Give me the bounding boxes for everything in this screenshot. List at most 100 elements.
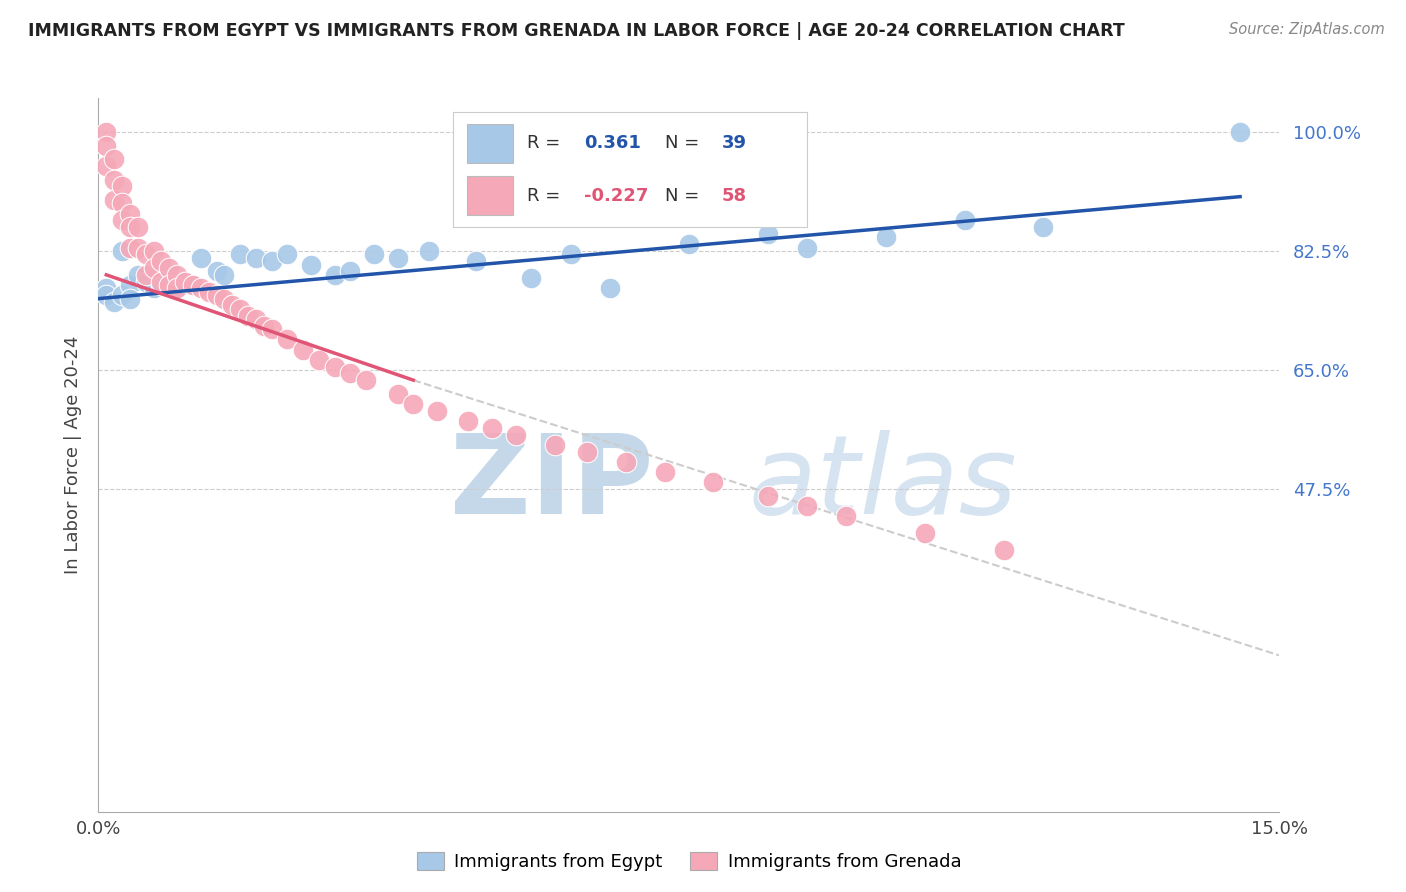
Point <box>190 281 212 295</box>
Point <box>118 220 141 235</box>
Point <box>135 268 157 282</box>
Point <box>953 213 976 227</box>
Point <box>678 237 700 252</box>
Point <box>174 275 197 289</box>
Point <box>96 125 118 139</box>
Point <box>426 403 449 417</box>
Point <box>157 278 180 293</box>
Point <box>702 475 724 489</box>
Point <box>103 153 125 167</box>
Point <box>127 241 149 255</box>
Point <box>111 213 134 227</box>
Point <box>457 414 479 428</box>
Point <box>276 247 298 261</box>
Point <box>1032 220 1054 235</box>
Point <box>575 444 598 458</box>
Point <box>875 230 897 244</box>
Point <box>796 241 818 255</box>
Point <box>245 312 267 326</box>
Point <box>96 281 118 295</box>
Point <box>260 254 283 268</box>
Point <box>96 138 118 153</box>
Point <box>174 275 197 289</box>
Point <box>111 196 134 211</box>
Point <box>181 278 204 293</box>
Point <box>481 421 503 435</box>
Point <box>796 499 818 513</box>
Point <box>142 260 165 275</box>
Point <box>387 251 409 265</box>
Point <box>214 292 236 306</box>
Point <box>236 309 259 323</box>
Point <box>323 359 346 374</box>
Point <box>205 288 228 302</box>
Point <box>363 247 385 261</box>
Point <box>150 254 173 268</box>
Point <box>157 260 180 275</box>
Point <box>339 367 361 381</box>
Point <box>245 251 267 265</box>
Point <box>127 268 149 282</box>
Point <box>560 247 582 261</box>
Point <box>299 258 322 272</box>
Point <box>993 543 1015 558</box>
Point <box>1229 125 1251 139</box>
Point <box>150 275 173 289</box>
Point <box>118 207 141 221</box>
Point <box>387 386 409 401</box>
Point <box>96 159 118 173</box>
Point <box>111 179 134 194</box>
Point <box>157 268 180 282</box>
Point <box>166 268 188 282</box>
Point <box>339 264 361 278</box>
Point <box>418 244 440 258</box>
Point <box>166 281 188 295</box>
Point <box>181 278 204 293</box>
Point <box>654 465 676 479</box>
Point <box>214 268 236 282</box>
Text: ZIP: ZIP <box>450 430 654 537</box>
Legend: Immigrants from Egypt, Immigrants from Grenada: Immigrants from Egypt, Immigrants from G… <box>409 846 969 879</box>
Point <box>103 295 125 310</box>
Point <box>221 298 243 312</box>
Text: IMMIGRANTS FROM EGYPT VS IMMIGRANTS FROM GRENADA IN LABOR FORCE | AGE 20-24 CORR: IMMIGRANTS FROM EGYPT VS IMMIGRANTS FROM… <box>28 22 1125 40</box>
Point <box>308 352 330 367</box>
Point <box>323 268 346 282</box>
Point <box>103 172 125 186</box>
Point <box>103 193 125 207</box>
Point <box>292 343 315 357</box>
Point <box>166 281 188 295</box>
Point <box>150 278 173 293</box>
Point <box>253 318 276 333</box>
Point <box>118 241 141 255</box>
Point <box>229 247 252 261</box>
Y-axis label: In Labor Force | Age 20-24: In Labor Force | Age 20-24 <box>63 335 82 574</box>
Point <box>544 438 567 452</box>
Point <box>260 322 283 336</box>
Point <box>96 288 118 302</box>
Point <box>127 220 149 235</box>
Point <box>505 427 527 442</box>
Point <box>111 244 134 258</box>
Point <box>111 288 134 302</box>
Point <box>135 247 157 261</box>
Text: Source: ZipAtlas.com: Source: ZipAtlas.com <box>1229 22 1385 37</box>
Point <box>142 244 165 258</box>
Point <box>402 397 425 411</box>
Point <box>835 509 858 524</box>
Point <box>914 526 936 541</box>
Point <box>197 285 219 299</box>
Point <box>520 271 543 285</box>
Point <box>354 373 377 387</box>
Point <box>229 301 252 316</box>
Point <box>135 275 157 289</box>
Point <box>276 332 298 346</box>
Point <box>614 455 637 469</box>
Point <box>205 264 228 278</box>
Text: atlas: atlas <box>748 430 1017 537</box>
Point <box>599 281 621 295</box>
Point <box>118 278 141 293</box>
Point <box>118 292 141 306</box>
Point <box>756 227 779 241</box>
Point <box>465 254 488 268</box>
